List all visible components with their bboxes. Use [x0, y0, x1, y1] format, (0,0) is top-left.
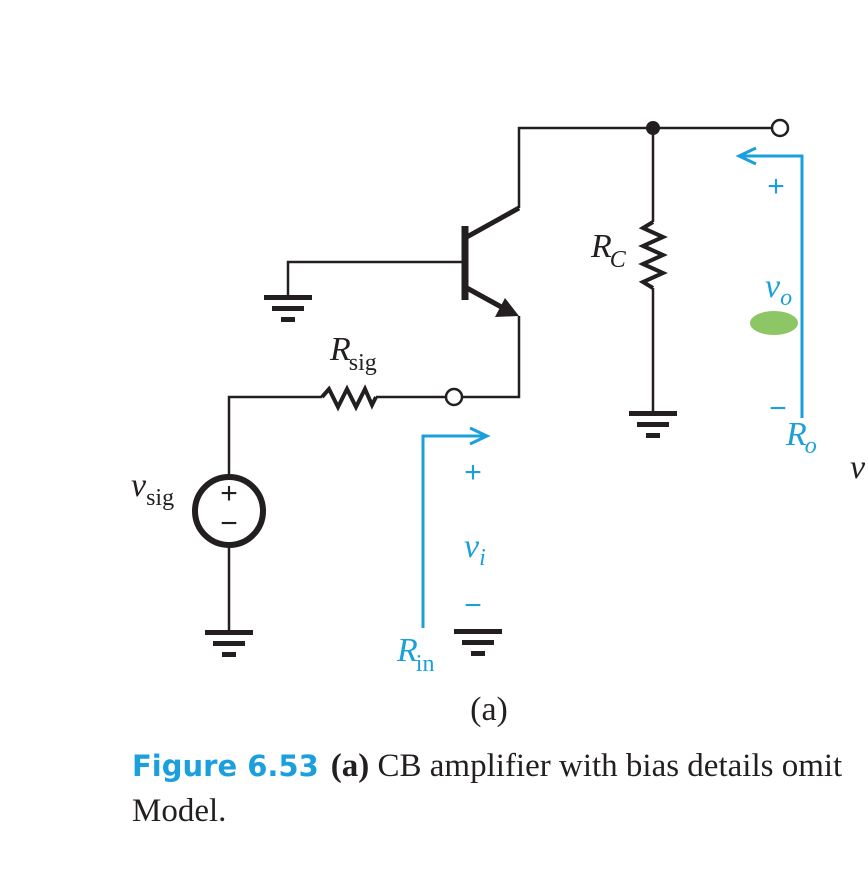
ground-base-bar-3 — [281, 317, 295, 322]
transistor-emitter-lead — [463, 284, 507, 312]
ground-input-bar-2 — [462, 640, 494, 645]
source-minus-sign: − — [220, 507, 238, 540]
ground-source-bar-2 — [213, 641, 245, 646]
rsig-resistor — [320, 384, 378, 412]
ground-rc — [629, 411, 677, 438]
caption-line-1: Figure 6.53 (a) CB amplifier with bias de… — [132, 744, 868, 789]
output-node-dot — [646, 121, 660, 135]
green-highlight-mark — [750, 311, 798, 335]
signal-source: + − — [192, 474, 266, 548]
panel-label: (a) — [470, 691, 508, 728]
vsig-label: vsig — [131, 467, 174, 511]
vi-plus: + — [464, 456, 482, 489]
figure-caption: Figure 6.53 (a) CB amplifier with bias de… — [132, 744, 868, 834]
ground-source-bar-3 — [222, 652, 236, 657]
ground-source-bar-1 — [205, 630, 253, 635]
output-terminal — [770, 118, 790, 138]
ground-rc-bar-3 — [646, 433, 660, 438]
rin-bracket — [421, 434, 486, 628]
emitter-wire — [462, 316, 521, 399]
transistor-collector-lead — [463, 205, 521, 241]
ro-label: Ro — [785, 416, 817, 459]
ground-rc-bar-1 — [629, 411, 677, 416]
rin-indicator — [421, 426, 491, 628]
vo-plus: + — [767, 170, 785, 203]
source-plus-sign: + — [220, 477, 238, 510]
figure-part-label: (a) — [330, 748, 370, 784]
ro-bracket — [740, 154, 804, 418]
rsig-left-wire — [227, 395, 322, 477]
rin-label: Rin — [396, 632, 434, 677]
source-circle — [192, 474, 266, 548]
ground-base-bar-2 — [272, 306, 304, 311]
caption-line-2: Model. — [132, 793, 227, 829]
cut-off-v-label: v — [850, 449, 866, 486]
figure-number: Figure 6.53 — [132, 749, 319, 783]
vi-label: vi — [464, 528, 486, 571]
rc-resistor — [638, 220, 668, 290]
vo-label: vo — [765, 268, 792, 311]
circuit-wiring — [227, 126, 772, 632]
ground-input-bar-1 — [454, 629, 502, 634]
input-terminal — [444, 387, 464, 407]
caption-text-1: CB amplifier with bias details omit — [377, 748, 843, 784]
npn-transistor — [461, 205, 521, 317]
ground-input-bar-3 — [471, 651, 485, 656]
ground-rc-bar-2 — [637, 422, 669, 427]
vi-minus: − — [464, 589, 482, 622]
ground-source — [205, 630, 253, 657]
rsig-label: Rsig — [329, 331, 377, 376]
ground-input — [454, 629, 502, 656]
ground-base-bar-1 — [264, 295, 312, 300]
collector-wire — [517, 126, 772, 208]
ro-arrow-icon — [735, 146, 757, 166]
ro-indicator — [735, 146, 804, 418]
rc-label: RC — [590, 228, 627, 273]
emitter-arrow-icon — [495, 298, 519, 317]
rin-arrow-icon — [469, 426, 491, 446]
vo-minus: − — [769, 392, 787, 425]
base-wire — [286, 260, 462, 296]
ground-base — [264, 295, 312, 322]
